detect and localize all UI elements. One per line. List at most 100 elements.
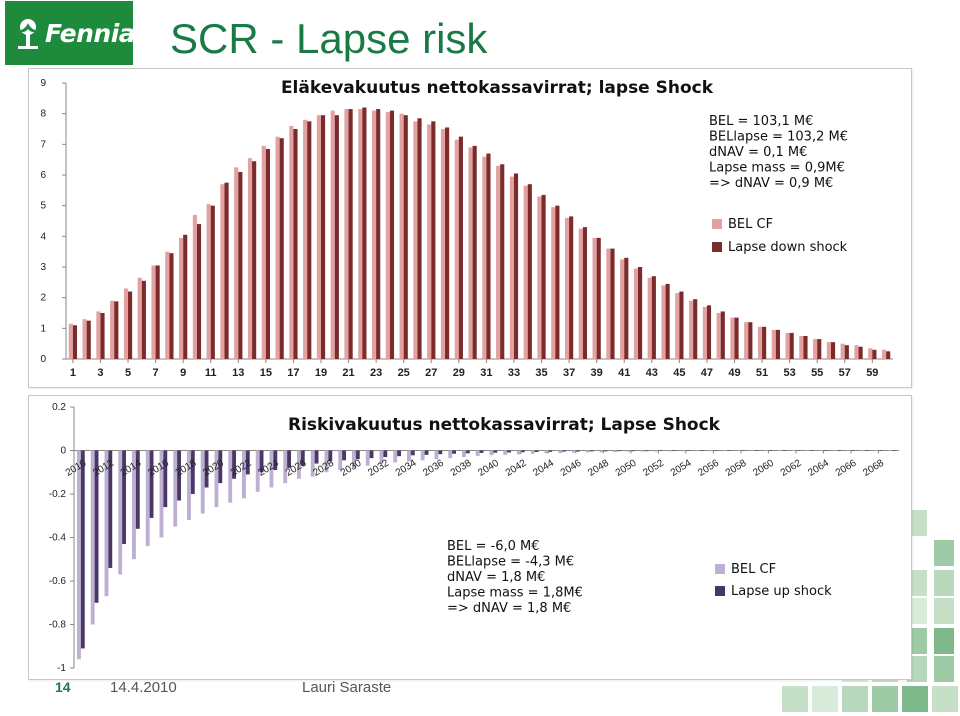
bar-bel-cf (633, 268, 638, 359)
bar-lapse-up-shock (685, 450, 690, 451)
x-tick-label: 2036 (421, 457, 446, 478)
legend-label: Lapse up shock (731, 584, 832, 599)
bar-bel-cf (220, 184, 225, 359)
x-tick-label: 2040 (476, 457, 501, 478)
bar-lapse-down-shock (513, 173, 519, 359)
bar-bel-cf (234, 167, 239, 359)
bar-bel-cf (68, 323, 73, 359)
bar-lapse-up-shock (122, 450, 126, 545)
x-tick-label: 55 (811, 367, 823, 379)
legend-label: BEL CF (728, 217, 773, 232)
bar-lapse-up-shock (534, 450, 539, 453)
bar-bel-cf (338, 450, 343, 471)
x-tick-label: 2062 (779, 457, 804, 478)
x-tick-label: 2056 (696, 457, 721, 478)
bar-lapse-up-shock (850, 450, 855, 451)
bar-bel-cf (558, 450, 563, 454)
x-tick-label: 2060 (751, 457, 776, 478)
bar-lapse-up-shock (218, 450, 223, 484)
bar-lapse-down-shock (169, 253, 174, 359)
bar-lapse-up-shock (782, 450, 786, 451)
bar-bel-cf (785, 332, 790, 359)
bar-lapse-down-shock (334, 115, 339, 359)
bar-lapse-up-shock (562, 450, 566, 452)
bar-lapse-down-shock (210, 205, 215, 359)
x-tick-label: 39 (591, 367, 603, 379)
annotation-text: BELlapse = -4,3 M€ (447, 555, 574, 570)
bar-lapse-up-shock (177, 450, 181, 501)
bar-bel-cf (668, 450, 673, 452)
legend-label: Lapse down shock (728, 240, 848, 255)
bar-lapse-up-shock (740, 450, 745, 451)
bar-bel-cf (145, 450, 150, 547)
y-tick-label: -0.8 (49, 620, 67, 631)
bar-bel-cf (585, 450, 590, 453)
bar-lapse-up-shock (94, 450, 99, 603)
y-tick-label: 9 (40, 78, 46, 89)
bar-lapse-down-shock (596, 237, 601, 359)
bar-lapse-down-shock (706, 305, 712, 359)
x-tick-label: 59 (866, 367, 878, 379)
bar-bel-cf (709, 450, 714, 452)
annotation-text: BELlapse = 103,2 M€ (709, 130, 848, 145)
x-tick-label: 47 (701, 367, 713, 379)
x-tick-label: 33 (508, 367, 520, 379)
bar-bel-cf (551, 207, 556, 359)
bar-lapse-up-shock (452, 450, 456, 454)
bar-bel-cf (358, 109, 363, 359)
bar-lapse-down-shock (748, 322, 753, 359)
bar-bel-cf (654, 450, 659, 452)
chart-1-svg: Eläkevakuutus nettokassavirrat; lapse Sh… (40, 78, 893, 379)
bar-bel-cf (778, 450, 783, 451)
bar-bel-cf (819, 450, 824, 451)
bar-lapse-down-shock (762, 326, 767, 359)
bar-bel-cf (840, 343, 845, 359)
bar-bel-cf (544, 450, 549, 454)
bar-lapse-down-shock (293, 129, 298, 359)
bar-lapse-up-shock (603, 450, 608, 452)
bar-lapse-down-shock (734, 317, 739, 359)
bar-lapse-down-shock (431, 121, 436, 359)
bar-lapse-up-shock (397, 450, 401, 457)
bar-bel-cf (440, 129, 446, 359)
bar-lapse-up-shock (617, 450, 621, 452)
bar-bel-cf (118, 450, 123, 575)
bar-lapse-up-shock (809, 450, 814, 451)
bar-bel-cf (854, 345, 859, 359)
bar-bel-cf (379, 450, 384, 464)
bar-lapse-down-shock (651, 276, 656, 359)
x-tick-label: 2038 (449, 457, 474, 478)
bar-lapse-down-shock (389, 110, 395, 359)
bar-bel-cf (509, 176, 514, 359)
bar-lapse-up-shock (383, 450, 388, 458)
bar-bel-cf (833, 450, 838, 451)
bar-bel-cf (868, 348, 873, 359)
bar-lapse-down-shock (720, 311, 725, 359)
bar-lapse-up-shock (630, 450, 635, 452)
bar-lapse-down-shock (541, 194, 546, 359)
bar-lapse-down-shock (638, 267, 643, 359)
bar-lapse-up-shock (795, 450, 800, 451)
x-tick-label: 2054 (669, 457, 694, 478)
x-tick-label: 25 (398, 367, 410, 379)
x-tick-label: 19 (315, 367, 327, 379)
bar-lapse-down-shock (183, 234, 188, 359)
bar-lapse-down-shock (555, 205, 560, 359)
bar-bel-cf (344, 109, 349, 359)
bar-lapse-up-shock (300, 450, 305, 466)
annotation-text: BEL = 103,1 M€ (709, 114, 813, 129)
x-tick-label: 21 (342, 367, 354, 379)
x-tick-label: 2048 (586, 457, 611, 478)
bar-lapse-up-shock (589, 450, 594, 452)
bar-bel-cf (242, 450, 246, 499)
bar-bel-cf (297, 450, 301, 479)
bar-bel-cf (110, 300, 115, 359)
y-tick-label: -0.2 (49, 489, 67, 500)
bar-lapse-up-shock (520, 450, 525, 453)
annotation-text: Lapse mass = 1,8M€ (447, 586, 583, 601)
bar-lapse-down-shock (569, 216, 574, 359)
bar-bel-cf (454, 139, 459, 359)
x-tick-label: 15 (260, 367, 272, 379)
bar-lapse-up-shock (245, 450, 250, 475)
bar-lapse-up-shock (342, 450, 346, 461)
